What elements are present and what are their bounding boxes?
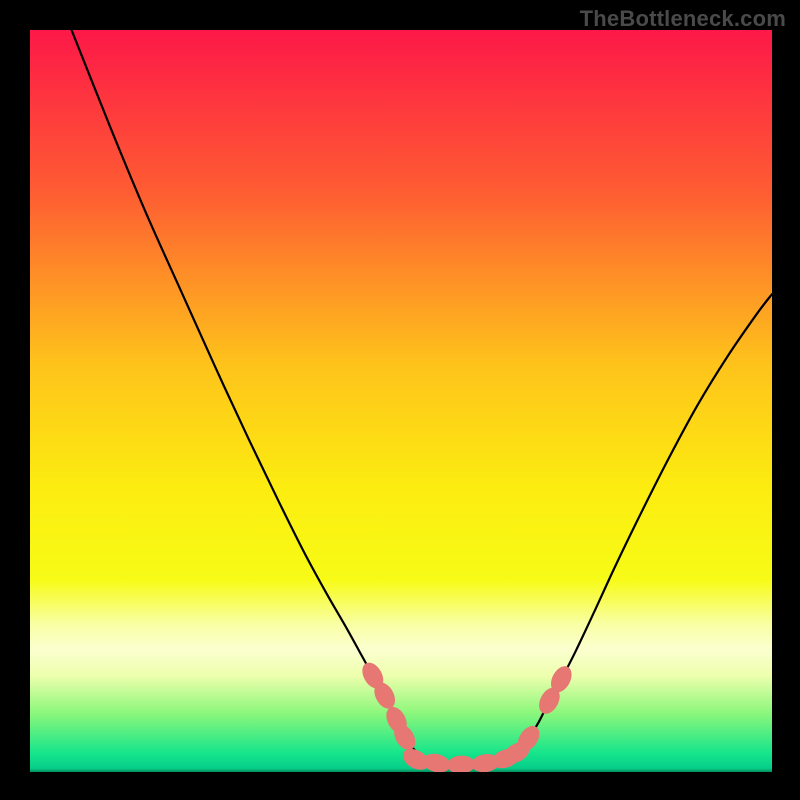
plot-svg	[30, 30, 772, 772]
chart-frame: TheBottleneck.com	[0, 0, 800, 800]
plot-area	[30, 30, 772, 772]
watermark-text: TheBottleneck.com	[580, 6, 786, 32]
gradient-background	[30, 30, 772, 772]
